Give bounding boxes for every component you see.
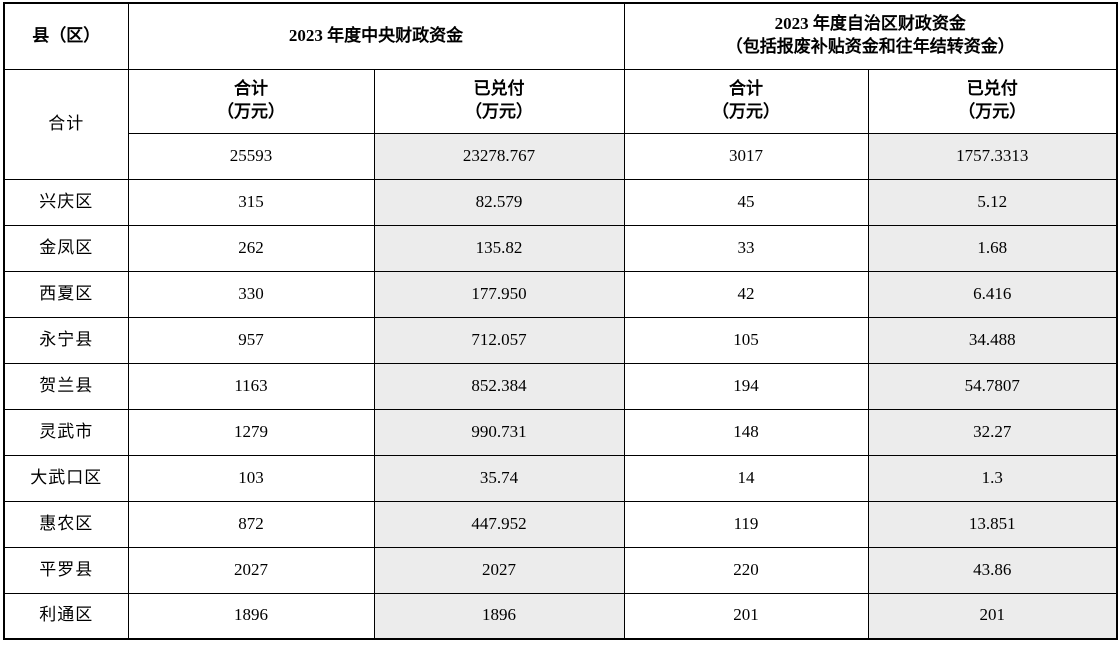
summary-central-paid-cell: 23278.767 <box>373 132 625 180</box>
central-paid-cell: 82.579 <box>373 178 625 226</box>
regional-total-cell: 42 <box>623 270 869 318</box>
central-total-cell: 315 <box>127 178 375 226</box>
regional-total-cell: 105 <box>623 316 869 364</box>
summary-central-total-cell: 25593 <box>127 132 375 180</box>
row-label-cell: 金凤区 <box>3 224 129 272</box>
regional-total-cell: 194 <box>623 362 869 410</box>
central-paid-cell: 1896 <box>373 592 625 640</box>
header-row-subcolumns: 合计 合计 （万元） 已兑付 （万元） 合计 （万元） 已兑付 （万元） <box>3 68 1118 180</box>
regional-total-cell: 14 <box>623 454 869 502</box>
central-total-cell: 262 <box>127 224 375 272</box>
central-total-cell: 330 <box>127 270 375 318</box>
row-label-cell: 兴庆区 <box>3 178 129 226</box>
central-total-cell: 103 <box>127 454 375 502</box>
central-paid-cell: 2027 <box>373 546 625 594</box>
regional-paid-cell: 32.27 <box>867 408 1118 456</box>
regional-paid-subheader: 已兑付 （万元） <box>867 68 1118 134</box>
table-row: 永宁县 957 712.057 105 34.488 <box>3 316 1118 364</box>
table-row: 利通区 1896 1896 201 201 <box>3 592 1118 640</box>
regional-total-cell: 33 <box>623 224 869 272</box>
regional-total-cell: 201 <box>623 592 869 640</box>
header-row-groups: 县（区） 2023 年度中央财政资金 2023 年度自治区财政资金 （包括报废补… <box>3 2 1118 70</box>
summary-regional-paid-cell: 1757.3313 <box>867 132 1118 180</box>
central-total-cell: 872 <box>127 500 375 548</box>
row-label-cell: 西夏区 <box>3 270 129 318</box>
regional-funds-subtitle: （包括报废补贴资金和往年结转资金） <box>725 37 1015 57</box>
table-row: 金凤区 262 135.82 33 1.68 <box>3 224 1118 272</box>
fiscal-funds-table: 县（区） 2023 年度中央财政资金 2023 年度自治区财政资金 （包括报废补… <box>3 2 1118 640</box>
central-total-cell: 1279 <box>127 408 375 456</box>
regional-paid-cell: 1.68 <box>867 224 1118 272</box>
summary-values-row: 25593 23278.767 3017 1757.3313 <box>4 132 1118 180</box>
central-funds-title: 2023 年度中央财政资金 <box>288 25 464 45</box>
central-total-cell: 2027 <box>127 546 375 594</box>
regional-total-cell: 220 <box>623 546 869 594</box>
row-label-cell: 大武口区 <box>3 454 129 502</box>
central-paid-cell: 447.952 <box>373 500 625 548</box>
central-total-cell: 1163 <box>127 362 375 410</box>
row-label-cell: 惠农区 <box>3 500 129 548</box>
row-label-cell: 永宁县 <box>3 316 129 364</box>
central-paid-cell: 852.384 <box>373 362 625 410</box>
regional-funds-title: 2023 年度自治区财政资金 <box>774 14 966 34</box>
row-label-cell: 灵武市 <box>3 408 129 456</box>
table-row: 灵武市 1279 990.731 148 32.27 <box>3 408 1118 456</box>
central-paid-cell: 135.82 <box>373 224 625 272</box>
central-paid-cell: 177.950 <box>373 270 625 318</box>
central-total-cell: 957 <box>127 316 375 364</box>
regional-total-cell: 119 <box>623 500 869 548</box>
regional-funds-group-header: 2023 年度自治区财政资金 （包括报废补贴资金和往年结转资金） <box>623 2 1118 70</box>
summary-regional-total-cell: 3017 <box>623 132 869 180</box>
regional-paid-cell: 43.86 <box>867 546 1118 594</box>
central-total-subheader: 合计 （万元） <box>127 68 375 134</box>
table-row: 贺兰县 1163 852.384 194 54.7807 <box>3 362 1118 410</box>
central-paid-cell: 990.731 <box>373 408 625 456</box>
regional-paid-cell: 1.3 <box>867 454 1118 502</box>
regional-paid-cell: 13.851 <box>867 500 1118 548</box>
summary-row-label-cell: 合计 <box>3 68 129 180</box>
central-paid-cell: 712.057 <box>373 316 625 364</box>
regional-paid-cell: 34.488 <box>867 316 1118 364</box>
corner-header-cell: 县（区） <box>3 2 129 70</box>
central-total-cell: 1896 <box>127 592 375 640</box>
table-row: 惠农区 872 447.952 119 13.851 <box>3 500 1118 548</box>
central-paid-subheader: 已兑付 （万元） <box>373 68 625 134</box>
table-row: 平罗县 2027 2027 220 43.86 <box>3 546 1118 594</box>
regional-paid-cell: 54.7807 <box>867 362 1118 410</box>
regional-paid-cell: 6.416 <box>867 270 1118 318</box>
table-row: 大武口区 103 35.74 14 1.3 <box>3 454 1118 502</box>
row-label-cell: 利通区 <box>3 592 129 640</box>
regional-paid-cell: 5.12 <box>867 178 1118 226</box>
table-row: 西夏区 330 177.950 42 6.416 <box>3 270 1118 318</box>
table-row: 兴庆区 315 82.579 45 5.12 <box>3 178 1118 226</box>
row-label-cell: 平罗县 <box>3 546 129 594</box>
central-paid-cell: 35.74 <box>373 454 625 502</box>
regional-paid-cell: 201 <box>867 592 1118 640</box>
row-label-cell: 贺兰县 <box>3 362 129 410</box>
regional-total-cell: 45 <box>623 178 869 226</box>
regional-total-cell: 148 <box>623 408 869 456</box>
central-funds-group-header: 2023 年度中央财政资金 <box>127 2 625 70</box>
regional-total-subheader: 合计 （万元） <box>623 68 869 134</box>
